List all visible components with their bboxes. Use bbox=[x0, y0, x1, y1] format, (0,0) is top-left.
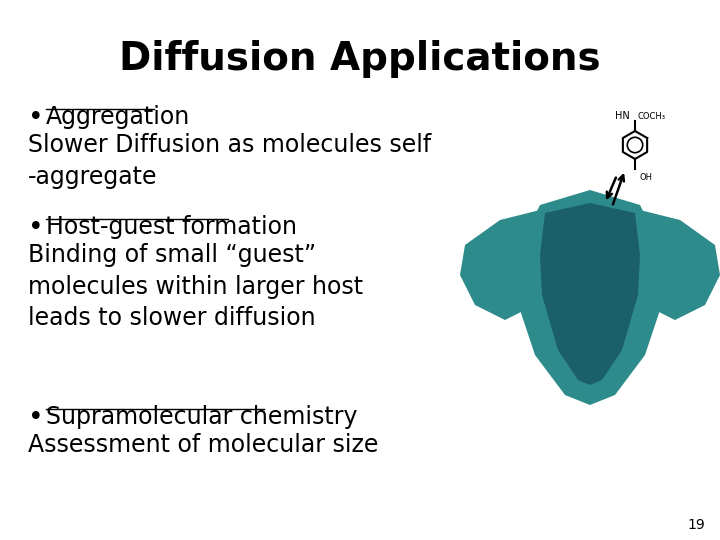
Text: Host-guest formation: Host-guest formation bbox=[46, 215, 297, 239]
Text: Assessment of molecular size: Assessment of molecular size bbox=[28, 433, 379, 457]
Text: OH: OH bbox=[639, 173, 652, 182]
Text: •: • bbox=[28, 405, 44, 431]
Text: HN: HN bbox=[615, 111, 630, 121]
Text: Slower Diffusion as molecules self
-aggregate: Slower Diffusion as molecules self -aggr… bbox=[28, 133, 431, 188]
Text: Binding of small “guest”
molecules within larger host
leads to slower diffusion: Binding of small “guest” molecules withi… bbox=[28, 243, 363, 330]
Text: COCH₃: COCH₃ bbox=[637, 112, 665, 121]
Text: 19: 19 bbox=[688, 518, 705, 532]
Text: Diffusion Applications: Diffusion Applications bbox=[120, 40, 600, 78]
Text: Supramolecular chemistry: Supramolecular chemistry bbox=[46, 405, 358, 429]
Text: •: • bbox=[28, 215, 44, 241]
Text: •: • bbox=[28, 105, 44, 131]
Polygon shape bbox=[630, 210, 720, 320]
Text: Aggregation: Aggregation bbox=[46, 105, 190, 129]
Polygon shape bbox=[515, 190, 665, 405]
Polygon shape bbox=[540, 203, 640, 385]
Polygon shape bbox=[460, 210, 550, 320]
